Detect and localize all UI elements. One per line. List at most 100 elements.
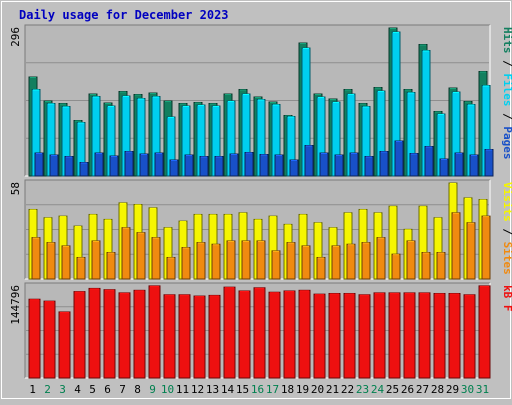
bar-pages-day-23 [364, 156, 374, 177]
bar-sites-day-7 [121, 227, 131, 280]
y-max-label-traffic-kbytes: 144796 [9, 285, 22, 325]
bar-pages-day-30 [469, 154, 479, 177]
panel-traffic-hits: 296 Hits / Files / Pages [9, 24, 512, 177]
legend-pages: Pages [501, 126, 512, 159]
bar-kbytes-day-1 [28, 298, 41, 379]
x-tick-label-day-2: 2 [44, 383, 51, 396]
x-tick-label-day-19: 19 [296, 383, 309, 396]
bar-pages-day-9 [154, 152, 164, 177]
bar-kbytes-day-24 [373, 292, 386, 379]
x-tick-label-day-27: 27 [416, 383, 429, 396]
bar-sites-day-10 [166, 256, 176, 280]
bar-kbytes-day-2 [43, 300, 56, 379]
bar-sites-day-25 [391, 253, 401, 280]
y-max-label-traffic-visits: 58 [9, 182, 22, 195]
x-tick-label-day-4: 4 [74, 383, 81, 396]
bar-kbytes-day-10 [163, 294, 176, 379]
bar-pages-day-21 [334, 154, 344, 177]
bar-pages-day-24 [379, 151, 389, 177]
x-tick-label-day-3: 3 [59, 383, 66, 396]
x-tick-label-day-30: 30 [461, 383, 474, 396]
panel-traffic-visits: 58 Visits / Sites [9, 179, 512, 280]
x-tick-label-day-23: 23 [356, 383, 369, 396]
bar-pages-day-13 [214, 156, 224, 177]
plot-bevel-dark-traffic-visits [24, 179, 490, 279]
x-tick-label-day-24: 24 [371, 383, 385, 396]
legend-files: Files [501, 73, 512, 106]
bar-sites-day-12 [196, 242, 206, 280]
bar-kbytes-day-4 [73, 291, 86, 379]
bar-kbytes-day-21 [328, 292, 341, 379]
bar-sites-day-15 [241, 240, 251, 280]
x-tick-label-day-20: 20 [311, 383, 324, 396]
legend-hits: Hits [501, 27, 512, 54]
x-tick-label-day-6: 6 [104, 383, 111, 396]
plot-bevel-dark-traffic-hits [24, 24, 490, 176]
bar-pages-day-11 [184, 154, 194, 177]
bar-pages-day-2 [49, 154, 59, 177]
bar-kbytes-day-9 [148, 285, 161, 379]
x-tick-label-day-29: 29 [446, 383, 459, 396]
chart-title: Daily usage for December 2023 [19, 8, 229, 22]
x-tick-label-day-15: 15 [236, 383, 249, 396]
bar-kbytes-day-16 [253, 287, 266, 379]
plot-bevel-dark-traffic-kbytes [24, 282, 490, 378]
bar-kbytes-day-17 [268, 291, 281, 379]
bar-pages-day-3 [64, 156, 74, 177]
x-tick-label-day-18: 18 [281, 383, 294, 396]
bar-sites-day-13 [211, 243, 221, 280]
bar-kbytes-day-15 [238, 290, 251, 379]
x-tick-label-day-25: 25 [386, 383, 399, 396]
bar-sites-day-28 [436, 252, 446, 280]
bar-kbytes-day-26 [403, 292, 416, 379]
x-tick-label-day-1: 1 [29, 383, 36, 396]
bar-pages-day-19 [304, 145, 314, 177]
bar-kbytes-day-13 [208, 294, 221, 379]
bar-kbytes-day-31 [478, 285, 491, 379]
bar-pages-day-12 [199, 156, 209, 177]
bar-pages-day-17 [274, 154, 284, 177]
bar-sites-day-2 [46, 242, 56, 280]
bar-sites-day-17 [271, 250, 281, 280]
bar-sites-day-30 [466, 222, 476, 280]
legend-traffic-visits: Visits / Sites [501, 182, 512, 275]
chart-panels: 296 Hits / Files / Pages 58 Visits / Sites 1… [9, 24, 512, 379]
bar-kbytes-day-23 [358, 294, 371, 379]
bar-kbytes-day-11 [178, 294, 191, 379]
bar-sites-day-5 [91, 240, 101, 280]
bar-sites-day-8 [136, 232, 146, 280]
bar-pages-day-15 [244, 152, 254, 177]
bar-sites-day-20 [316, 256, 326, 280]
bar-kbytes-day-28 [433, 292, 446, 379]
x-tick-label-day-16: 16 [251, 383, 264, 396]
bar-kbytes-day-14 [223, 286, 236, 379]
bar-kbytes-day-5 [88, 287, 101, 379]
bar-kbytes-day-6 [103, 289, 116, 379]
bar-kbytes-day-30 [463, 294, 476, 379]
bar-sites-day-16 [256, 240, 266, 280]
bar-kbytes-day-27 [418, 292, 431, 379]
bar-kbytes-day-8 [133, 289, 146, 379]
bar-sites-day-24 [376, 237, 386, 280]
legend-traffic-kbytes: kB F [501, 285, 512, 312]
bar-sites-day-27 [421, 252, 431, 280]
legend-separator: / [501, 222, 512, 242]
bar-kbytes-day-25 [388, 292, 401, 379]
x-tick-label-day-5: 5 [89, 383, 96, 396]
outer-bevel-light [1, 1, 511, 399]
legend-separator: / [501, 107, 512, 127]
x-tick-label-day-17: 17 [266, 383, 279, 396]
x-tick-label-day-10: 10 [161, 383, 174, 396]
bar-pages-day-10 [169, 159, 179, 177]
bar-sites-day-18 [286, 242, 296, 280]
bar-pages-day-31 [484, 149, 494, 177]
bar-sites-day-26 [406, 240, 416, 280]
bar-pages-day-27 [424, 146, 434, 177]
y-max-label-traffic-hits: 296 [9, 27, 22, 47]
bar-kbytes-day-29 [448, 292, 461, 379]
bar-sites-day-29 [451, 212, 461, 280]
x-tick-label-day-26: 26 [401, 383, 414, 396]
bar-pages-day-20 [319, 152, 329, 177]
bar-pages-day-26 [409, 153, 419, 177]
